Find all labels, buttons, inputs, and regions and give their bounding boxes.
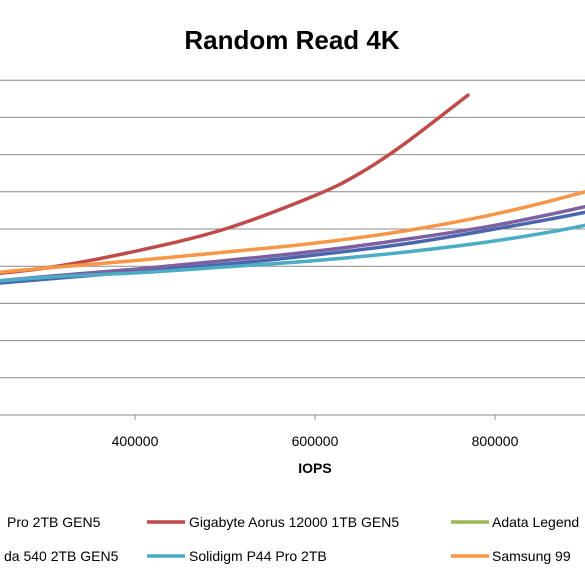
legend-label-3: da 540 2TB GEN5	[4, 548, 119, 564]
gridlines	[0, 79, 585, 379]
x-tick-label-0: 400000	[112, 433, 159, 449]
series-line-4	[0, 223, 585, 283]
series-lines	[0, 93, 585, 285]
legend-label-1: Gigabyte Aorus 12000 1TB GEN5	[189, 514, 399, 530]
legend-label-2: Adata Legend	[492, 514, 579, 530]
series-line-3	[0, 204, 585, 283]
x-tick-label-2: 800000	[472, 433, 519, 449]
x-tick-label-1: 600000	[292, 433, 339, 449]
series-line-5	[0, 189, 585, 275]
legend-label-0: Pro 2TB GEN5	[7, 514, 101, 530]
x-tick-labels: 400000 600000 800000	[112, 415, 519, 449]
x-axis-label: IOPS	[298, 460, 331, 476]
legend-label-4: Solidigm P44 Pro 2TB	[189, 548, 327, 564]
legend-label-5: Samsung 99	[492, 548, 571, 564]
legend: Pro 2TB GEN5 Gigabyte Aorus 12000 1TB GEN…	[4, 514, 579, 564]
chart-title: Random Read 4K	[184, 25, 399, 55]
